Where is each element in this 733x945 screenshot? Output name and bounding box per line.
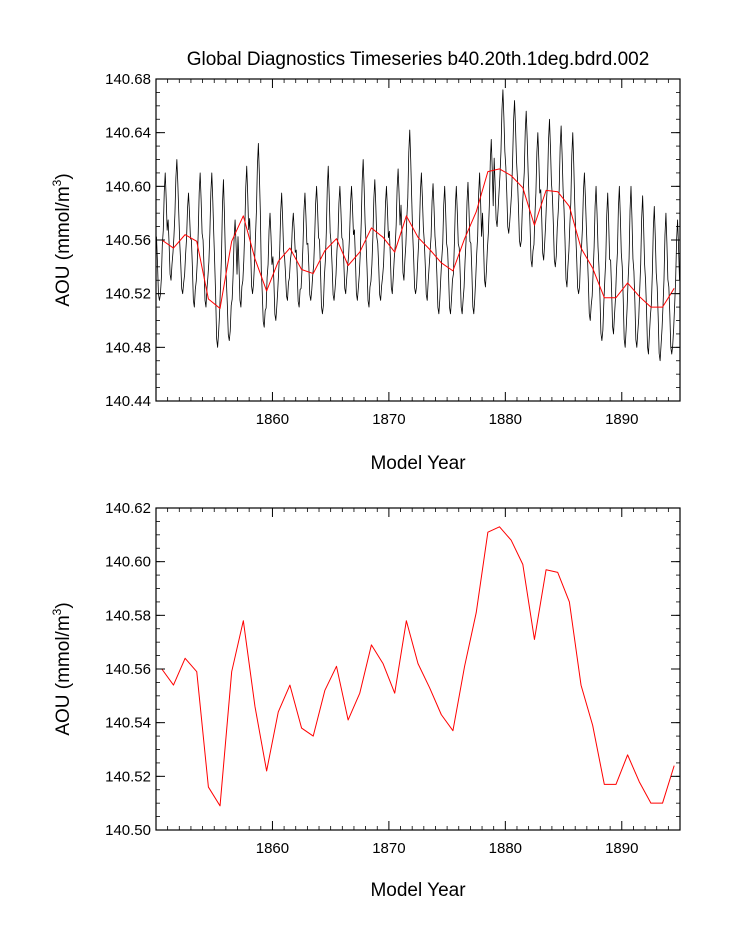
bottom-y-tick-label: 140.62 <box>105 500 151 517</box>
top-x-tick-label: 1890 <box>605 411 638 428</box>
bottom-y-label-close: ) <box>53 602 74 608</box>
top-series-monthly <box>156 89 680 362</box>
bottom-x-tick-label: 1870 <box>372 840 405 857</box>
top-x-tick-label: 1860 <box>256 411 289 428</box>
top-y-axis-label: AOU (mmol/m3) <box>50 173 74 306</box>
bottom-y-tick-label: 140.58 <box>105 607 151 624</box>
top-y-tick-label: 140.52 <box>105 286 151 303</box>
bottom-x-axis-label: Model Year <box>370 880 466 901</box>
top-y-tick-label: 140.48 <box>105 339 151 356</box>
bottom-y-tick-label: 140.52 <box>105 768 151 785</box>
bottom-x-tick-label: 1890 <box>605 840 638 857</box>
top-x-tick-label: 1870 <box>372 411 405 428</box>
chart-title: Global Diagnostics Timeseries b40.20th.1… <box>187 49 650 70</box>
top-y-tick-label: 140.68 <box>105 71 151 88</box>
top-plot: 1860 1870 1880 1890 140.44 140.48 140.52 140.56… <box>50 71 681 474</box>
bottom-x-tick-label: 1860 <box>256 840 289 857</box>
bottom-y-tick-label: 140.56 <box>105 661 151 678</box>
top-series-annual-mean <box>161 168 675 309</box>
top-y-label-sup: 3 <box>50 179 64 186</box>
bottom-y-axis-label: AOU (mmol/m3) <box>50 602 74 735</box>
top-y-label-main: AOU (mmol/m <box>53 186 74 306</box>
bottom-series-annual-mean <box>161 526 675 807</box>
bottom-ticks: 1860 1870 1880 1890 140.50 140.52 140.54 140.56… <box>105 500 681 857</box>
bottom-y-tick-label: 140.54 <box>105 715 151 732</box>
top-x-tick-label: 1880 <box>489 411 522 428</box>
top-y-label-close: ) <box>53 173 74 179</box>
top-series-lines <box>156 89 680 362</box>
bottom-y-label-main: AOU (mmol/m <box>53 615 74 735</box>
bottom-x-tick-label: 1880 <box>489 840 522 857</box>
bottom-plot: 1860 1870 1880 1890 140.50 140.52 140.54 140.56… <box>50 500 681 901</box>
top-y-tick-label: 140.44 <box>105 393 151 410</box>
top-ticks: 1860 1870 1880 1890 140.44 140.48 140.52 140.56… <box>105 71 681 428</box>
bottom-y-tick-label: 140.60 <box>105 554 151 571</box>
bottom-y-tick-label: 140.50 <box>105 822 151 839</box>
top-y-tick-label: 140.64 <box>105 125 151 142</box>
top-y-tick-label: 140.56 <box>105 232 151 249</box>
bottom-series-lines <box>161 526 675 807</box>
top-plot-frame <box>155 78 681 402</box>
top-x-axis-label: Model Year <box>370 453 466 474</box>
bottom-plot-frame <box>155 507 681 831</box>
bottom-y-label-sup: 3 <box>50 608 64 615</box>
top-y-tick-label: 140.60 <box>105 178 151 195</box>
